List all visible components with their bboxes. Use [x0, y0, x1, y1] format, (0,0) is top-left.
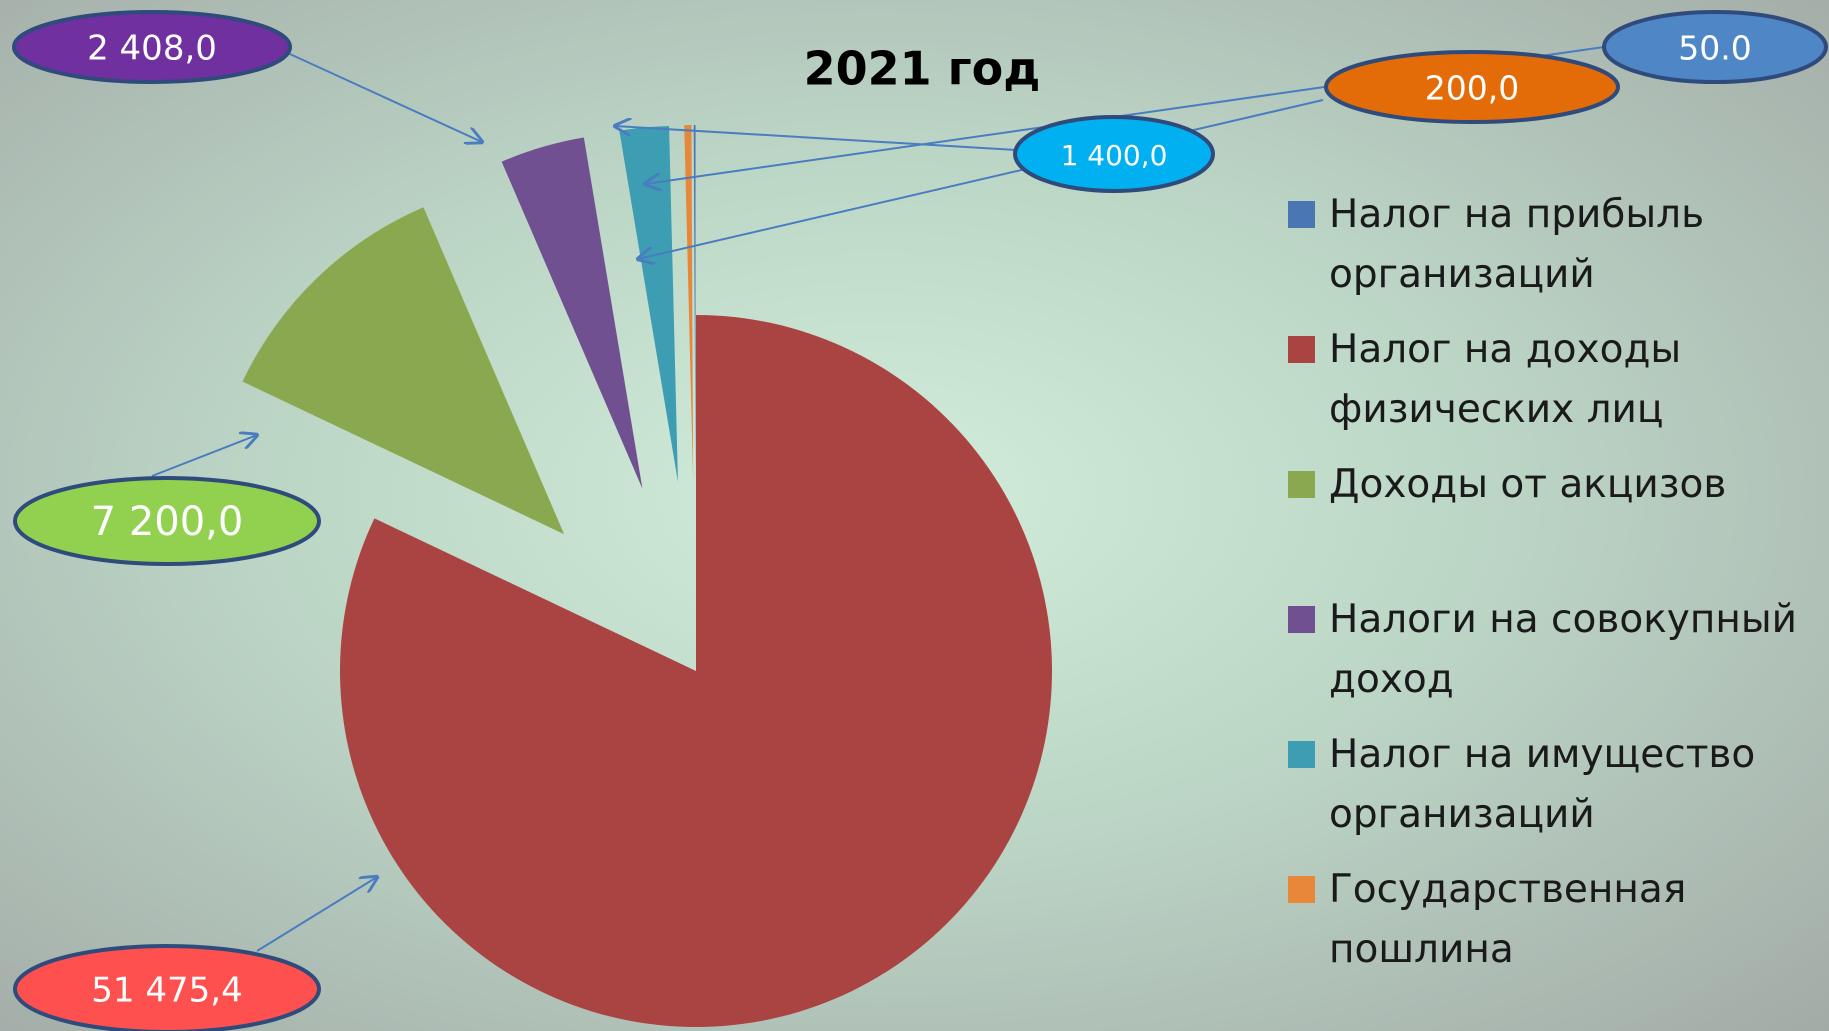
pie-slice — [242, 207, 565, 535]
legend-label: Доходы от акцизов — [1329, 462, 1727, 507]
data-label: 2 408,0 — [87, 29, 217, 69]
data-label: 51 475,4 — [91, 971, 242, 1011]
pie-slice — [684, 125, 694, 482]
legend-swatch — [1288, 876, 1315, 903]
data-label: 50.0 — [1678, 29, 1751, 68]
pie-slice — [340, 315, 1052, 1027]
chart-title: 2021 год — [804, 42, 1041, 96]
callout-line — [151, 435, 257, 477]
legend-swatch — [1288, 606, 1315, 633]
legend-label: Налог на доходы физических лиц — [1329, 327, 1682, 432]
callout-bubble — [13, 944, 321, 1031]
data-label: 200,0 — [1425, 69, 1519, 108]
callout-line — [615, 126, 1017, 151]
callout-bubble — [1324, 50, 1620, 124]
pie-slice — [693, 125, 696, 482]
legend-swatch — [1288, 471, 1315, 498]
legend-label: Налог на имущество организаций — [1329, 732, 1756, 837]
callout-line — [638, 99, 1324, 259]
legend-swatch — [1288, 741, 1315, 768]
callout-bubble — [12, 10, 292, 84]
legend-label: Налог на прибыль организаций — [1329, 192, 1705, 297]
data-label: 7 200,0 — [91, 499, 244, 545]
pie-slice — [501, 137, 643, 489]
legend-label: Государственная пошлина — [1329, 867, 1687, 972]
legend-swatch — [1288, 201, 1315, 228]
data-label: 1 400,0 — [1061, 139, 1168, 172]
callout-bubble — [1602, 10, 1828, 84]
callout-line — [256, 877, 377, 952]
callout-bubble — [1013, 115, 1215, 193]
legend-swatch — [1288, 336, 1315, 363]
callout-bubble — [13, 476, 321, 566]
callout-line — [267, 43, 482, 142]
legend-label: Налоги на совокупный доход — [1329, 597, 1797, 702]
pie-slice — [619, 125, 678, 482]
